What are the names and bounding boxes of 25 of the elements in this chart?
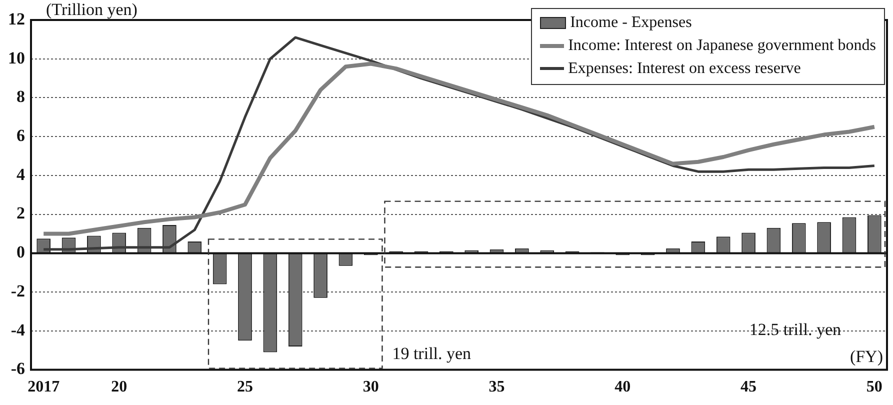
legend-label: Expenses: Interest on excess reserve <box>568 59 801 79</box>
y-tick-label: 12 <box>8 9 25 28</box>
x-tick-label: 35 <box>488 378 505 396</box>
y-tick-label: -4 <box>10 320 26 340</box>
annotation: (FY) <box>850 346 883 366</box>
x-tick-label: 20 <box>111 378 128 396</box>
x-tick-label: 30 <box>362 378 379 396</box>
y-tick-label: -2 <box>10 281 25 300</box>
y-tick-label: 0 <box>16 242 25 262</box>
y-tick-label: 2 <box>16 204 25 223</box>
y-tick-label: 6 <box>16 126 25 145</box>
annotation: 19 trill. yen <box>392 344 472 363</box>
y-axis-title: (Trillion yen) <box>46 0 138 20</box>
x-tick-label: 50 <box>866 378 882 396</box>
x-tick-label: 45 <box>740 378 757 396</box>
legend-label: Income: Interest on Japanese government bonds <box>568 36 876 56</box>
y-tick-label: 8 <box>16 87 25 106</box>
y-tick-label: -6 <box>10 359 25 378</box>
y-tick-label: 4 <box>16 164 26 184</box>
annotation: 12.5 trill. yen <box>749 320 842 340</box>
x-tick-label: 2017 <box>28 378 60 396</box>
x-tick-label: 40 <box>614 378 631 396</box>
legend-label: Income - Expenses <box>570 13 692 33</box>
y-tick-label: 10 <box>8 48 25 68</box>
x-tick-label: 25 <box>237 378 253 396</box>
